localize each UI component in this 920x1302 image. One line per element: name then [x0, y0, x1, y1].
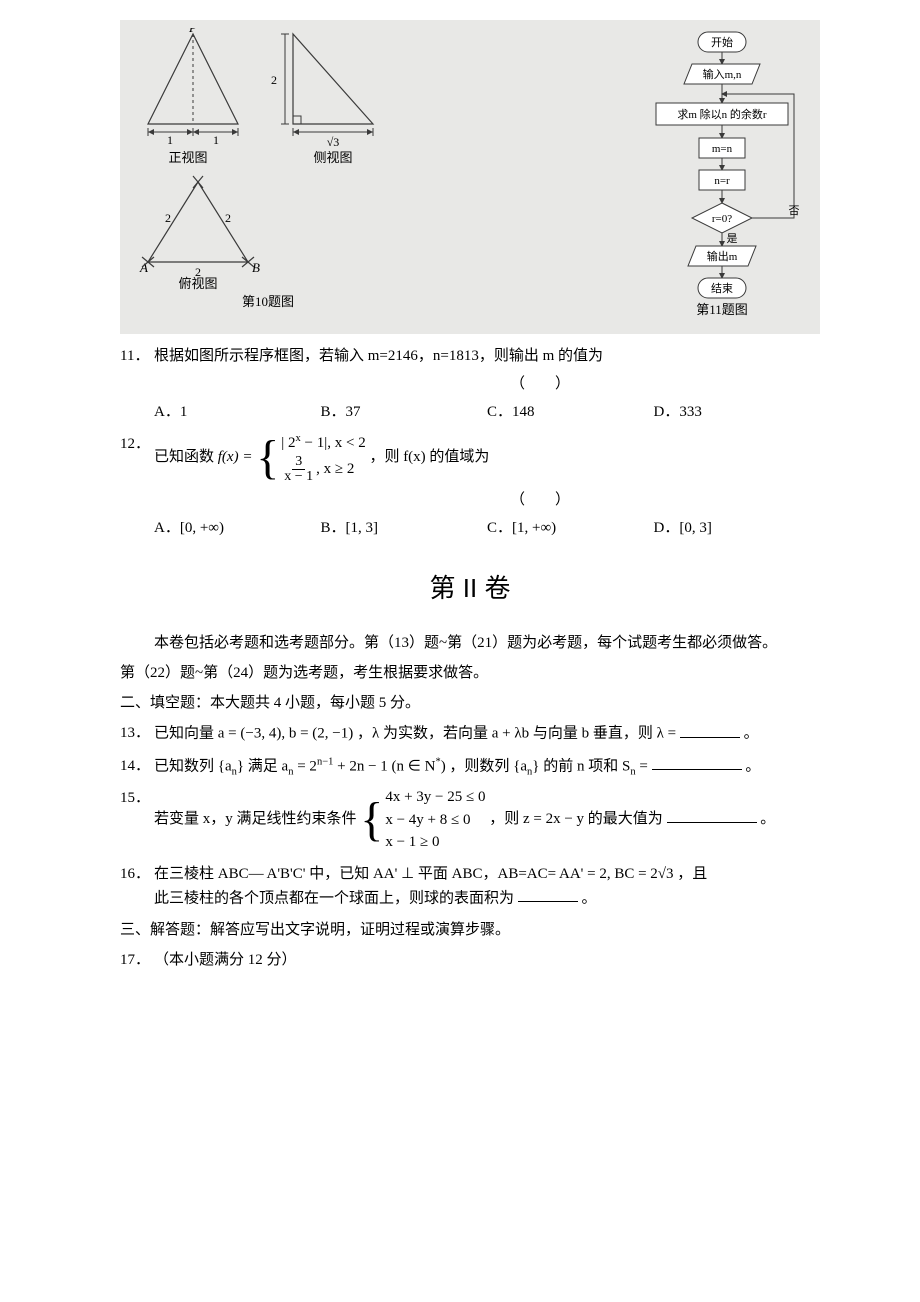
- question-13: 13． 已知向量 a = (−3, 4), b = (2, −1) ，λ 为实数…: [120, 721, 820, 746]
- q12-piecewise: { | 2x − 1|, x < 2 3 x − 1 , x ≥ 2: [256, 432, 365, 484]
- q14-sp1: n−1: [317, 756, 333, 767]
- question-16: 16． 在三棱柱 ABC— A'B'C' 中，已知 AA' ⊥ 平面 ABC，A…: [120, 862, 820, 911]
- svg-text:2: 2: [225, 211, 231, 225]
- svg-text:2: 2: [271, 73, 277, 87]
- svg-text:输出m: 输出m: [707, 249, 738, 263]
- question-11: 11． 根据如图所示程序框图，若输入 m=2146，n=1813，则输出 m 的…: [120, 344, 820, 424]
- svg-text:B: B: [252, 260, 260, 275]
- side-view-label: 侧视图: [313, 150, 352, 165]
- question-12: 12． 已知函数 f(x) = { | 2x − 1|, x < 2 3 x −…: [120, 432, 820, 540]
- q10-views-svg: P 1 1 正视图 2: [128, 28, 408, 308]
- q15-l3: x − 1 ≥ 0: [385, 831, 485, 854]
- q12-frac: 3 x − 1: [281, 455, 316, 484]
- q12-num: 12．: [120, 432, 154, 456]
- q11-opt-b: B．37: [321, 400, 488, 424]
- svg-text:1: 1: [213, 133, 219, 147]
- q12-frac-den: x − 1: [281, 470, 316, 484]
- section-2-intro-b: 第（22）题~第（24）题为选考题，考生根据要求做答。: [120, 661, 820, 685]
- svg-text:A: A: [139, 260, 148, 275]
- q11-flowchart-svg: 开始 输入m,n 求m 除以n 的余数r m=n n=r: [632, 28, 812, 318]
- q10-figure-block: P 1 1 正视图 2: [128, 28, 408, 326]
- q13-tail: 。: [744, 726, 759, 742]
- q12-opt-a: A．[0, +∞): [154, 516, 321, 540]
- q16-text-a: 在三棱柱 ABC— A'B'C' 中，已知 AA' ⊥ 平面 ABC，AB=AC…: [154, 862, 820, 886]
- q17-text: （本小题满分 12 分）: [154, 948, 820, 972]
- q12-frac-num: 3: [292, 455, 305, 470]
- q14-d: + 2n − 1 (n ∈ N: [333, 758, 435, 774]
- q16-tail: 。: [582, 890, 597, 906]
- svg-text:P: P: [188, 28, 197, 35]
- q13-text: 已知向量 a = (−3, 4), b = (2, −1) ，λ 为实数，若向量…: [154, 726, 676, 742]
- q10-caption: 第10题图: [242, 294, 294, 308]
- q14-b: } 满足 a: [237, 758, 288, 774]
- q14-c: = 2: [293, 758, 316, 774]
- svg-text:是: 是: [727, 232, 738, 245]
- q12-func-left: f(x) =: [218, 449, 253, 465]
- q12-p1b: − 1|, x < 2: [301, 435, 366, 451]
- q11-opt-c: C．148: [487, 400, 654, 424]
- q14-a: 已知数列 {a: [154, 758, 232, 774]
- q15-system: { 4x + 3y − 25 ≤ 0 x − 4y + 8 ≤ 0 x − 1 …: [360, 786, 485, 854]
- svg-text:1: 1: [167, 133, 173, 147]
- svg-text:结束: 结束: [711, 282, 733, 295]
- svg-text:r=0?: r=0?: [712, 213, 732, 225]
- q13-num: 13．: [120, 721, 154, 745]
- q13-blank: [680, 721, 740, 738]
- q15-prefix: 若变量 x，y 满足线性约束条件: [154, 811, 357, 827]
- q12-opt-b: B．[1, 3]: [321, 516, 488, 540]
- q15-after: ，则 z = 2x − y 的最大值为: [489, 811, 663, 827]
- svg-text:输入m,n: 输入m,n: [703, 67, 742, 81]
- svg-text:否: 否: [789, 205, 800, 217]
- svg-text:m=n: m=n: [712, 143, 733, 155]
- q12-p1a: | 2: [281, 435, 295, 451]
- q11-num: 11．: [120, 344, 154, 368]
- front-view-label: 正视图: [168, 150, 207, 165]
- q14-f: } 的前 n 项和 S: [532, 758, 630, 774]
- q15-l2: x − 4y + 8 ≤ 0: [385, 809, 485, 832]
- svg-text:n=r: n=r: [714, 175, 730, 187]
- svg-text:√3: √3: [327, 135, 340, 149]
- section-2-title: 第 II 卷: [120, 568, 820, 610]
- q14-tail: 。: [745, 758, 760, 774]
- q14-e: ) ，则数列 {a: [441, 758, 527, 774]
- top-view-label: 俯视图: [178, 276, 217, 291]
- q17-num: 17．: [120, 948, 154, 972]
- q14-num: 14．: [120, 754, 154, 778]
- q16-num: 16．: [120, 862, 154, 886]
- q12-opt-d: D．[0, 3]: [654, 516, 821, 540]
- q11-opt-a: A．1: [154, 400, 321, 424]
- q12-p2tail: , x ≥ 2: [316, 460, 354, 476]
- q12-after: ，则 f(x) 的值域为: [369, 449, 489, 465]
- svg-text:2: 2: [165, 211, 171, 225]
- q11-paren: （ ）: [260, 372, 820, 396]
- q11-text: 根据如图所示程序框图，若输入 m=2146，n=1813，则输出 m 的值为: [154, 344, 820, 368]
- question-14: 14． 已知数列 {an} 满足 an = 2n−1 + 2n − 1 (n ∈…: [120, 754, 820, 779]
- q15-tail: 。: [760, 811, 775, 827]
- q16-blank: [518, 886, 578, 903]
- q11-caption: 第11题图: [696, 302, 748, 317]
- section-2-intro-a: 本卷包括必考题和选考题部分。第（13）题~第（21）题为必考题，每个试题考生都必…: [154, 631, 820, 655]
- q12-prefix: 已知函数: [154, 449, 214, 465]
- fill-blank-header: 二、填空题：本大题共 4 小题，每小题 5 分。: [120, 691, 820, 715]
- answer-header: 三、解答题：解答应写出文字说明，证明过程或演算步骤。: [120, 918, 820, 942]
- question-15: 15． 若变量 x，y 满足线性约束条件 { 4x + 3y − 25 ≤ 0 …: [120, 786, 820, 854]
- q11-flowchart-block: 开始 输入m,n 求m 除以n 的余数r m=n n=r: [632, 28, 812, 326]
- q12-opt-c: C．[1, +∞): [487, 516, 654, 540]
- q14-g: =: [636, 758, 648, 774]
- q15-blank: [667, 807, 757, 824]
- q15-l1: 4x + 3y − 25 ≤ 0: [385, 786, 485, 809]
- q14-blank: [652, 754, 742, 771]
- question-17: 17． （本小题满分 12 分）: [120, 948, 820, 972]
- q11-opt-d: D．333: [654, 400, 821, 424]
- figure-area: P 1 1 正视图 2: [120, 20, 820, 334]
- q16-text-b: 此三棱柱的各个顶点都在一个球面上，则球的表面积为: [154, 890, 514, 906]
- q12-paren: （ ）: [260, 488, 820, 512]
- q15-num: 15．: [120, 786, 154, 810]
- svg-text:求m 除以n 的余数r: 求m 除以n 的余数r: [677, 107, 767, 121]
- svg-text:开始: 开始: [711, 35, 733, 49]
